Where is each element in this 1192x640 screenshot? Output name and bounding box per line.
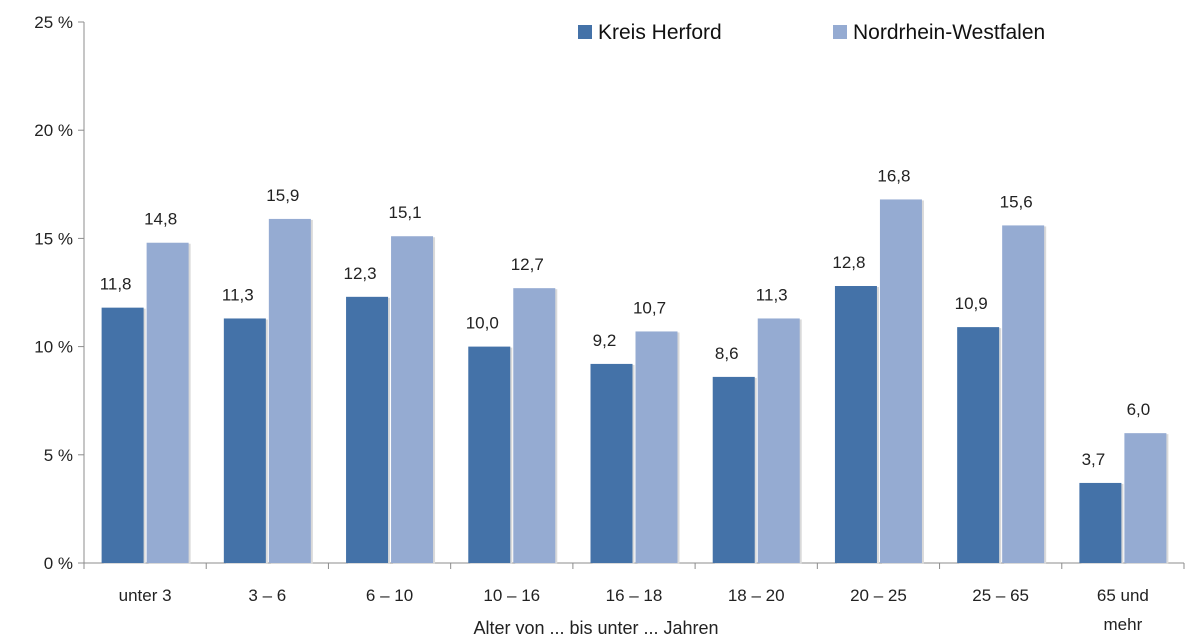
x-tick-label: unter 3	[119, 586, 172, 605]
bar-nordrhein-westfalen	[879, 199, 922, 563]
legend: Kreis Herford Nordrhein-Westfalen	[578, 21, 1045, 44]
x-tick-label-line: 65 und	[1097, 586, 1149, 605]
bar-kreis-herford	[957, 327, 1000, 563]
x-tick-label: 6 – 10	[366, 586, 413, 605]
data-label-nordrhein-westfalen: 16,8	[877, 166, 910, 185]
bar-kreis-herford	[223, 318, 266, 563]
data-label-nordrhein-westfalen: 14,8	[144, 210, 177, 229]
data-label-nordrhein-westfalen: 11,3	[756, 285, 788, 304]
bar-kreis-herford	[590, 363, 633, 563]
bar-kreis-herford	[1079, 482, 1122, 563]
x-tick-label-line: 6 – 10	[366, 586, 413, 605]
data-label-kreis-herford: 3,7	[1082, 450, 1106, 469]
x-tick-label-line: 18 – 20	[728, 586, 785, 605]
legend-label-kreis-herford: Kreis Herford	[598, 21, 722, 44]
y-tick-label: 25 %	[34, 13, 73, 32]
bar-nordrhein-westfalen	[1002, 225, 1045, 563]
bar-kreis-herford	[101, 307, 144, 563]
x-tick-label: 16 – 18	[606, 586, 663, 605]
bar-nordrhein-westfalen	[757, 318, 800, 563]
data-label-kreis-herford: 10,9	[955, 294, 988, 313]
x-tick-label: 10 – 16	[483, 586, 540, 605]
bar-kreis-herford	[346, 296, 389, 563]
legend-label-nordrhein-westfalen: Nordrhein-Westfalen	[853, 21, 1045, 44]
bars	[101, 199, 1169, 564]
data-label-kreis-herford: 12,8	[832, 253, 865, 272]
data-label-nordrhein-westfalen: 15,9	[266, 186, 299, 205]
bar-kreis-herford	[468, 346, 511, 563]
data-labels: 11,8 14,8 11,3 15,9 12,3 15,1 10,0 12,7 9,2 10,7 8…	[100, 166, 1151, 468]
bar-nordrhein-westfalen	[391, 236, 434, 563]
data-label-nordrhein-westfalen: 15,1	[389, 203, 422, 222]
x-tick-label-line: 25 – 65	[972, 586, 1029, 605]
x-ticks: unter 3 3 – 6 6 – 10 10 – 16 16 – 18 18 – 20 2…	[83, 563, 1185, 634]
x-axis-title: Alter von ... bis unter ... Jahren	[473, 618, 718, 638]
data-label-kreis-herford: 11,8	[100, 275, 132, 294]
y-tick-label: 5 %	[44, 446, 73, 465]
bar-nordrhein-westfalen	[268, 218, 311, 563]
x-tick-label-line: 20 – 25	[850, 586, 907, 605]
x-tick-label-line: unter 3	[119, 586, 172, 605]
data-label-kreis-herford: 8,6	[715, 344, 739, 363]
x-tick-label: 25 – 65	[972, 586, 1029, 605]
bar-nordrhein-westfalen	[146, 242, 189, 563]
y-tick-label: 0 %	[44, 554, 73, 573]
legend-swatch-kreis-herford	[578, 25, 592, 39]
data-label-kreis-herford: 10,0	[466, 314, 499, 333]
bar-kreis-herford	[834, 286, 877, 563]
bar-kreis-herford	[712, 376, 755, 563]
data-label-nordrhein-westfalen: 10,7	[633, 298, 666, 317]
data-label-kreis-herford: 9,2	[593, 331, 617, 350]
bar-nordrhein-westfalen	[635, 331, 678, 563]
x-tick-label: 3 – 6	[248, 586, 286, 605]
x-tick-label-line: 10 – 16	[483, 586, 540, 605]
x-tick-label: 18 – 20	[728, 586, 785, 605]
data-label-nordrhein-westfalen: 6,0	[1127, 400, 1151, 419]
bar-nordrhein-westfalen	[1124, 433, 1167, 563]
y-tick-label: 10 %	[34, 338, 73, 357]
data-label-kreis-herford: 12,3	[344, 264, 377, 283]
x-tick-label-line: mehr	[1104, 615, 1143, 634]
y-tick-label: 20 %	[34, 121, 73, 140]
bar-nordrhein-westfalen	[513, 288, 556, 563]
data-label-kreis-herford: 11,3	[222, 285, 254, 304]
y-tick-label: 15 %	[34, 229, 73, 248]
legend-swatch-nordrhein-westfalen	[833, 25, 847, 39]
x-tick-label-line: 3 – 6	[248, 586, 286, 605]
y-ticks: 0 % 5 % 10 % 15 % 20 % 25 %	[34, 13, 84, 573]
x-tick-label-line: 16 – 18	[606, 586, 663, 605]
x-tick-label: 20 – 25	[850, 586, 907, 605]
data-label-nordrhein-westfalen: 12,7	[511, 255, 544, 274]
data-label-nordrhein-westfalen: 15,6	[1000, 192, 1033, 211]
x-tick-label: 65 und mehr	[1097, 586, 1149, 634]
